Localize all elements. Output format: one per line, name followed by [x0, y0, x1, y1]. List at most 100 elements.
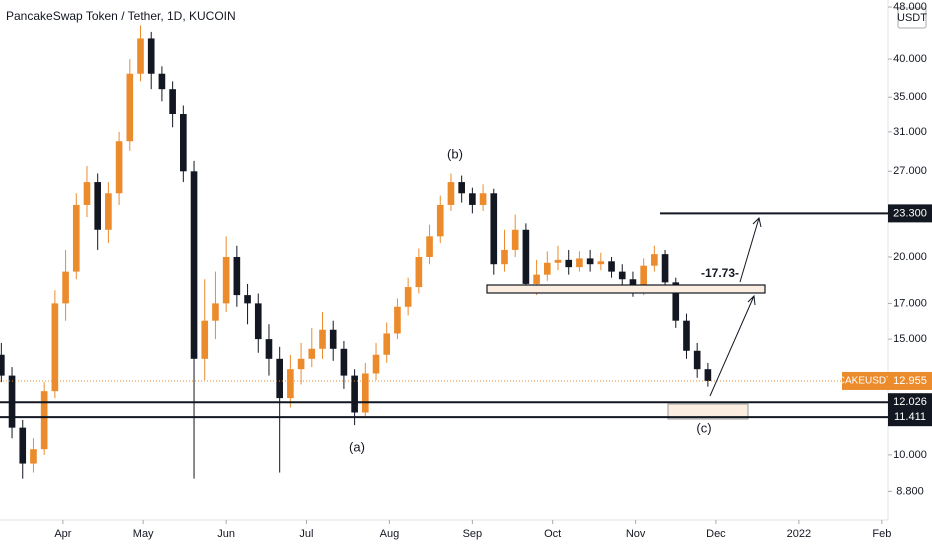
candle-body [543, 262, 551, 275]
candle-body [233, 256, 241, 296]
candle-body [554, 259, 562, 263]
candle-body [0, 354, 5, 376]
candle-body [522, 229, 530, 284]
candle-body [704, 369, 712, 381]
wave-label: (c) [696, 420, 711, 435]
y-tick-label: 10.000 [893, 449, 927, 461]
candle-body [576, 258, 583, 268]
candle-body [201, 320, 209, 359]
y-tick-label: 35.000 [893, 91, 927, 103]
candle-body [83, 182, 91, 205]
price-label: 23.300 [893, 207, 927, 219]
candle-body [329, 329, 337, 349]
x-tick-label: Jun [217, 528, 235, 540]
y-tick-label: 27.000 [893, 165, 927, 177]
y-tick-label: 15.000 [893, 333, 927, 345]
currency-box [897, 7, 927, 29]
x-tick-label: Apr [54, 528, 71, 540]
support-box [486, 284, 766, 294]
candle-body [597, 261, 605, 265]
candle-body [126, 73, 134, 142]
candle-body [169, 89, 176, 115]
currency: USDT [897, 12, 927, 24]
candle-body [158, 73, 166, 90]
candle-body [297, 358, 305, 370]
candle-body [222, 256, 230, 304]
candle-body [565, 259, 573, 268]
candle-body [693, 350, 701, 370]
candle-body [276, 358, 283, 399]
candle-body [394, 306, 401, 334]
candle-body [511, 229, 519, 250]
candle-body [404, 287, 412, 307]
candle-body [254, 303, 262, 340]
arrow [739, 217, 762, 283]
price-label-box [888, 204, 932, 223]
price-label-box [888, 393, 932, 412]
candle-body [30, 449, 37, 464]
x-tick-label: 2022 [787, 528, 811, 540]
candle-body [383, 333, 391, 355]
x-tick-label: Jul [299, 528, 313, 540]
candle-body [40, 391, 48, 450]
candle-body [608, 261, 615, 272]
distance-label: -17.73- [701, 266, 739, 280]
candle-body [469, 193, 476, 205]
x-tick-label: Feb [872, 528, 891, 540]
y-tick-label: 17.000 [893, 297, 927, 309]
last-price-box [888, 371, 932, 390]
x-tick-label: Sep [463, 528, 483, 540]
candle-body [479, 193, 487, 205]
price-label-box [888, 408, 932, 427]
wave-label: (a) [349, 439, 365, 454]
candle-body [533, 274, 540, 284]
candle-body [361, 373, 369, 413]
candle-body [190, 171, 198, 359]
price-label: 11.411 [894, 411, 926, 423]
x-tick-label: May [133, 528, 154, 540]
candle-body [426, 236, 433, 257]
wave-label: (b) [447, 146, 463, 161]
candle-body [672, 282, 680, 321]
candle-body [62, 271, 69, 304]
candle-body [147, 38, 155, 74]
candle-body [661, 254, 669, 283]
candle-body [308, 348, 316, 359]
candle-body [683, 320, 690, 351]
y-tick-label: 20.000 [893, 251, 927, 263]
symbol-label-box [842, 371, 888, 390]
y-tick-label: 40.000 [893, 53, 927, 65]
candle-body [115, 141, 123, 194]
candle-body [415, 256, 423, 288]
candle-body [265, 339, 273, 359]
candle-body [447, 182, 455, 205]
candle-body [372, 354, 380, 374]
candle-body [618, 271, 626, 280]
candle-body [212, 303, 219, 321]
arrows [709, 217, 762, 397]
x-tick-label: Aug [380, 528, 400, 540]
candle-body [651, 254, 658, 266]
candle-body [19, 427, 27, 464]
candle-body [586, 258, 594, 265]
candle-body [287, 369, 294, 399]
plot [0, 25, 712, 479]
candle-body [319, 329, 326, 349]
y-tick-label: 31.000 [893, 126, 927, 138]
candle-body [640, 265, 647, 291]
target-box [667, 403, 749, 420]
candle-body [105, 193, 112, 230]
symbol-label: CAKEUSDT [838, 376, 892, 387]
candle-body [490, 193, 498, 265]
x-tick-label: Nov [626, 528, 646, 540]
y-tick-label: 8.800 [896, 485, 924, 497]
candle-body [436, 204, 444, 237]
candle-body [244, 295, 251, 304]
candle-body [180, 114, 187, 172]
candle-body [501, 249, 508, 265]
candle-body [137, 38, 144, 74]
arrow [709, 294, 756, 397]
